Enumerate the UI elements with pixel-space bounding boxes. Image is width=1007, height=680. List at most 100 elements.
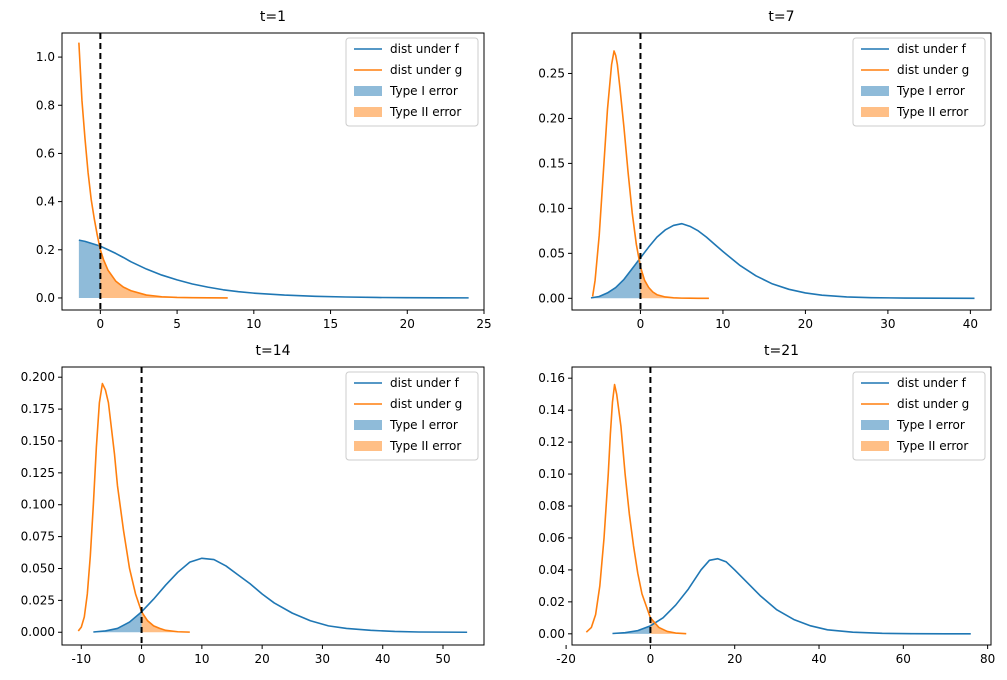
x-tick-label: 30 (880, 317, 895, 331)
y-tick-label: 0.20 (538, 111, 565, 125)
x-tick-label: 20 (255, 652, 270, 666)
x-tick-label: 30 (315, 652, 330, 666)
legend-frame (852, 37, 986, 127)
type-ii-error-area (650, 617, 687, 634)
x-tick-label: 40 (375, 652, 390, 666)
x-tick-label: 0 (647, 652, 655, 666)
legend-label: dist under f (897, 42, 967, 56)
type-ii-error-area (640, 266, 709, 299)
subplot-title: t=21 (764, 343, 799, 359)
y-tick-label: 0.0 (36, 291, 55, 305)
dist-under-g-line (591, 50, 709, 300)
x-tick-label: 20 (798, 317, 813, 331)
y-tick-label: 0.125 (21, 466, 55, 480)
y-tick-label: 0.000 (21, 625, 55, 639)
legend-label: Type II error (389, 439, 461, 453)
type-i-error-area (590, 257, 641, 299)
y-tick-label: 0.08 (538, 499, 565, 513)
legend-patch-typeI (354, 86, 382, 96)
x-tick-label: 60 (896, 652, 911, 666)
subplot-title: t=7 (768, 9, 794, 25)
y-tick-label: 0.04 (538, 563, 565, 577)
type-i-error-area (93, 611, 142, 633)
y-tick-label: 0.15 (538, 156, 565, 170)
y-tick-label: 0.05 (538, 246, 565, 260)
legend-label: Type II error (896, 439, 968, 453)
subplot-title: t=1 (260, 9, 286, 25)
legend-label: Type I error (896, 418, 965, 432)
y-tick-label: 0.150 (21, 434, 55, 448)
x-tick-label: 0 (637, 317, 645, 331)
legend-label: dist under g (390, 63, 462, 77)
legend-label: Type II error (896, 105, 968, 119)
legend-patch-typeII (861, 441, 889, 451)
y-tick-label: 0.100 (21, 498, 55, 512)
y-tick-label: 0.12 (538, 435, 565, 449)
legend-frame (345, 37, 479, 127)
y-tick-label: 0.10 (538, 467, 565, 481)
y-tick-label: 0.06 (538, 531, 565, 545)
y-tick-label: 0.00 (538, 627, 565, 641)
x-tick-label: -20 (556, 652, 576, 666)
legend-frame (345, 371, 479, 461)
x-tick-label: 40 (963, 317, 978, 331)
x-tick-label: 50 (435, 652, 450, 666)
dist-under-f-line (93, 557, 468, 634)
x-tick-label: 40 (811, 652, 826, 666)
plot-area (590, 50, 975, 300)
type-ii-error-area (141, 611, 190, 633)
x-tick-label: 15 (323, 317, 338, 331)
legend-patch-typeI (354, 420, 382, 430)
y-tick-label: 0.200 (21, 370, 55, 384)
x-tick-label: 25 (476, 317, 491, 331)
subplot-3: -10 0 10 20 30 40 50 0.000 0.025 0.050 0.075 0.100 0… (21, 343, 485, 666)
legend-label: dist under f (897, 376, 967, 390)
dist-under-g-line (78, 42, 228, 299)
x-tick-label: 0 (97, 317, 105, 331)
x-tick-label: -10 (71, 652, 91, 666)
type-i-error-area (612, 625, 651, 634)
legend: dist under f dist under g Type I error Type… (345, 37, 479, 127)
dist-under-f-line (590, 222, 975, 300)
legend-patch-typeII (354, 107, 382, 117)
y-tick-label: 0.025 (21, 593, 55, 607)
legend-label: dist under f (390, 42, 460, 56)
subplot-title: t=14 (255, 343, 290, 359)
dist-under-f-line (612, 557, 971, 635)
x-tick-label: 10 (715, 317, 730, 331)
plot-area (585, 383, 971, 635)
plot-area (78, 42, 469, 299)
legend: dist under f dist under g Type I error Type… (345, 371, 479, 461)
legend-label: dist under g (390, 397, 462, 411)
legend-label: Type I error (896, 84, 965, 98)
legend-label: dist under g (897, 397, 969, 411)
x-tick-label: 20 (400, 317, 415, 331)
type-i-error-area (78, 240, 101, 298)
y-tick-label: 0.25 (538, 66, 565, 80)
x-tick-label: 10 (194, 652, 209, 666)
legend-label: Type II error (389, 105, 461, 119)
legend-patch-typeI (861, 420, 889, 430)
legend-label: dist under f (390, 376, 460, 390)
dist-under-g-line (585, 383, 687, 635)
axes-frame (61, 366, 485, 646)
y-tick-label: 0.14 (538, 403, 565, 417)
legend: dist under f dist under g Type I error Type… (852, 37, 986, 127)
y-tick-label: 0.175 (21, 402, 55, 416)
y-tick-label: 0.8 (36, 98, 55, 112)
x-tick-label: 5 (173, 317, 181, 331)
legend-patch-typeII (861, 107, 889, 117)
y-tick-label: 0.6 (36, 146, 55, 160)
dist-under-g-line (77, 382, 190, 633)
subplot-2: 0 10 20 30 40 0.00 0.05 0.10 0.15 0.20 0.25 t=7 dist… (538, 9, 992, 331)
dist-under-f-line (78, 239, 469, 299)
x-tick-label: 10 (246, 317, 261, 331)
legend-frame (852, 371, 986, 461)
legend-label: Type I error (389, 84, 458, 98)
axes-frame (61, 32, 485, 311)
y-tick-label: 0.16 (538, 371, 565, 385)
y-tick-label: 0.050 (21, 561, 55, 575)
legend-patch-typeI (861, 86, 889, 96)
y-tick-label: 0.00 (538, 291, 565, 305)
